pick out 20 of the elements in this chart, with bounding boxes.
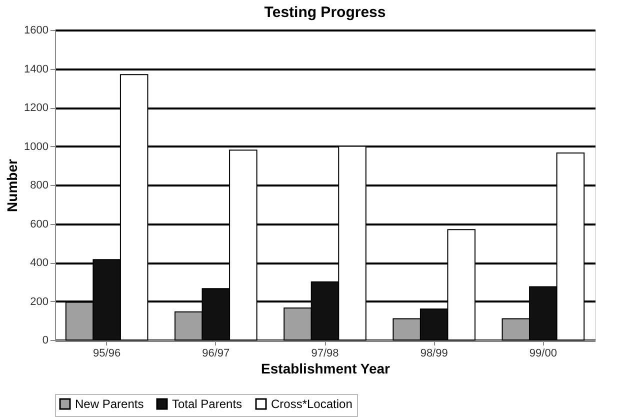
y-tick-label: 600 [30, 218, 48, 230]
x-tick-label: 98/99 [420, 348, 448, 360]
y-tick-label: 400 [30, 257, 48, 269]
y-tick-label: 1000 [24, 140, 48, 153]
chart-title: Testing Progress [264, 4, 386, 21]
x-tick-label: 95/96 [93, 348, 121, 360]
y-tick-label: 1600 [24, 24, 48, 36]
y-tick-label: 1200 [24, 102, 48, 114]
x-tick-label: 99/00 [529, 348, 557, 360]
x-axis-title: Establishment Year [261, 360, 391, 376]
legend-label: New Parents [75, 397, 144, 411]
y-tick-label: 1400 [24, 63, 48, 76]
y-tick-label: 0 [42, 334, 48, 346]
y-tick-label: 800 [30, 180, 48, 192]
y-axis-title: Number [4, 158, 20, 212]
x-tick-label: 97/98 [311, 348, 339, 360]
x-tick-label: 96/97 [202, 348, 230, 360]
legend-label: Total Parents [172, 397, 242, 411]
legend-label: Cross*Location [271, 397, 352, 411]
y-tick-label: 200 [30, 296, 48, 308]
